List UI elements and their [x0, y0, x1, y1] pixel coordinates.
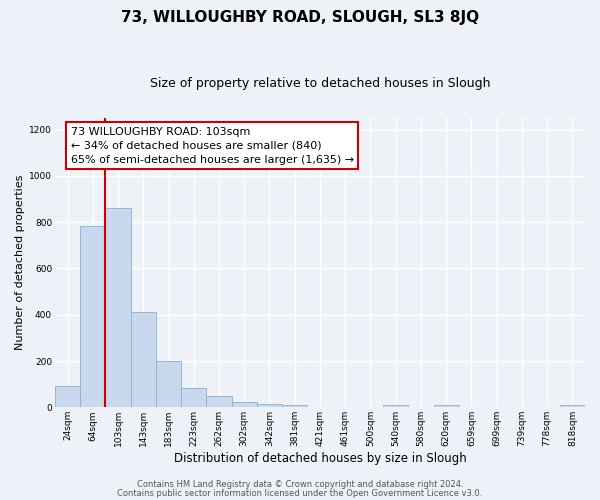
Bar	[131, 312, 156, 408]
Title: Size of property relative to detached houses in Slough: Size of property relative to detached ho…	[150, 78, 490, 90]
Text: 73, WILLOUGHBY ROAD, SLOUGH, SL3 8JQ: 73, WILLOUGHBY ROAD, SLOUGH, SL3 8JQ	[121, 10, 479, 25]
Bar	[181, 388, 206, 407]
Bar	[282, 406, 307, 407]
Bar	[232, 402, 257, 407]
Bar	[106, 208, 131, 408]
Y-axis label: Number of detached properties: Number of detached properties	[15, 175, 25, 350]
Text: Contains HM Land Registry data © Crown copyright and database right 2024.: Contains HM Land Registry data © Crown c…	[137, 480, 463, 489]
Bar	[434, 406, 459, 407]
Bar	[383, 404, 409, 407]
Bar	[55, 386, 80, 407]
Bar	[206, 396, 232, 407]
Bar	[257, 404, 282, 407]
Bar	[80, 226, 106, 408]
Text: Contains public sector information licensed under the Open Government Licence v3: Contains public sector information licen…	[118, 488, 482, 498]
Bar	[560, 404, 585, 407]
Bar	[156, 361, 181, 408]
X-axis label: Distribution of detached houses by size in Slough: Distribution of detached houses by size …	[173, 452, 466, 465]
Text: 73 WILLOUGHBY ROAD: 103sqm
← 34% of detached houses are smaller (840)
65% of sem: 73 WILLOUGHBY ROAD: 103sqm ← 34% of deta…	[71, 126, 354, 164]
